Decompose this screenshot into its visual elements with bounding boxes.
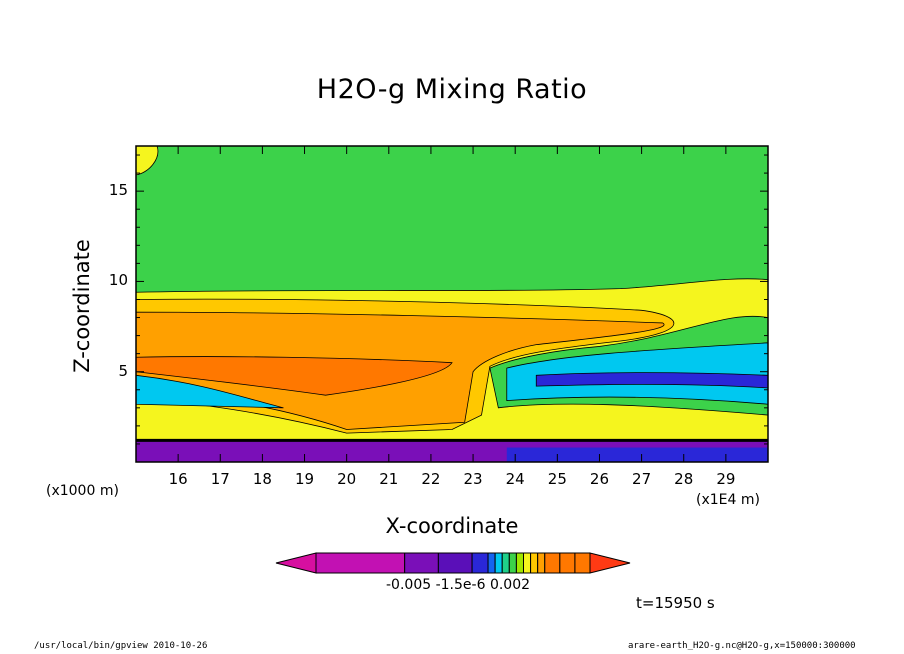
y-unit-label: (x1000 m) xyxy=(46,483,119,499)
plot-frame xyxy=(135,145,769,463)
x-tick-label: 17 xyxy=(210,470,230,488)
x-tick-label: 21 xyxy=(379,470,399,488)
y-tick-label: 10 xyxy=(108,271,128,290)
colorbar-segment xyxy=(471,552,489,574)
colorbar-segment xyxy=(522,552,532,574)
colorbar-segment xyxy=(530,552,539,574)
contour-region xyxy=(535,372,768,389)
x-tick-label: 18 xyxy=(252,470,272,488)
colorbar-segment xyxy=(315,552,406,574)
axis-ticks xyxy=(136,146,768,462)
colorbar-segment xyxy=(508,552,517,574)
x-tick-label: 29 xyxy=(716,470,736,488)
x-tick-label: 19 xyxy=(294,470,315,488)
y-axis-label: Z-coordinate xyxy=(70,239,94,373)
y-tick-label: 5 xyxy=(118,361,128,380)
x-tick-label: 24 xyxy=(505,470,525,488)
colorbar xyxy=(275,552,631,574)
contour-region xyxy=(506,447,768,462)
contour-region xyxy=(136,342,768,409)
x-tick-label: 27 xyxy=(632,470,652,488)
x-tick-label: 28 xyxy=(674,470,694,488)
colorbar-segment xyxy=(515,552,524,574)
x-tick-label: 22 xyxy=(421,470,441,488)
colorbar-labels: -0.005 -1.5e-6 0.002 xyxy=(386,577,530,593)
x-tick-label: 25 xyxy=(547,470,567,488)
footer-right: arare-earth_H2O-g.nc@H2O-g,x=150000:3000… xyxy=(628,641,856,651)
x-axis-label: X-coordinate xyxy=(385,514,519,538)
colorbar-segment xyxy=(559,552,576,574)
y-tick-label: 15 xyxy=(108,181,128,200)
colorbar-label: -1.5e-6 xyxy=(435,577,486,593)
x-unit-label: (x1E4 m) xyxy=(696,492,760,508)
x-tick-label: 26 xyxy=(589,470,609,488)
time-label: t=15950 s xyxy=(636,594,715,612)
x-tick-label: 23 xyxy=(463,470,483,488)
contour-region xyxy=(136,356,453,396)
x-tick-label: 16 xyxy=(168,470,188,488)
colorbar-segment xyxy=(544,552,561,574)
chart-title: H2O-g Mixing Ratio xyxy=(316,74,588,105)
colorbar-label: 0.002 xyxy=(489,577,531,593)
colorbar-label: -0.005 xyxy=(386,577,432,593)
x-tick-label: 20 xyxy=(337,470,357,488)
colorbar-arrow-right xyxy=(589,552,631,574)
colorbar-segment xyxy=(487,552,496,574)
footer-left: /usr/local/bin/gpview 2010-10-26 xyxy=(34,641,208,651)
colorbar-segment xyxy=(501,552,510,574)
colorbar-segment xyxy=(437,552,473,574)
colorbar-segment xyxy=(574,552,591,574)
colorbar-segment xyxy=(404,552,439,574)
colorbar-segment xyxy=(537,552,546,574)
colorbar-arrow-left xyxy=(275,552,317,574)
contour-field xyxy=(136,146,768,462)
colorbar-segment xyxy=(494,552,503,574)
